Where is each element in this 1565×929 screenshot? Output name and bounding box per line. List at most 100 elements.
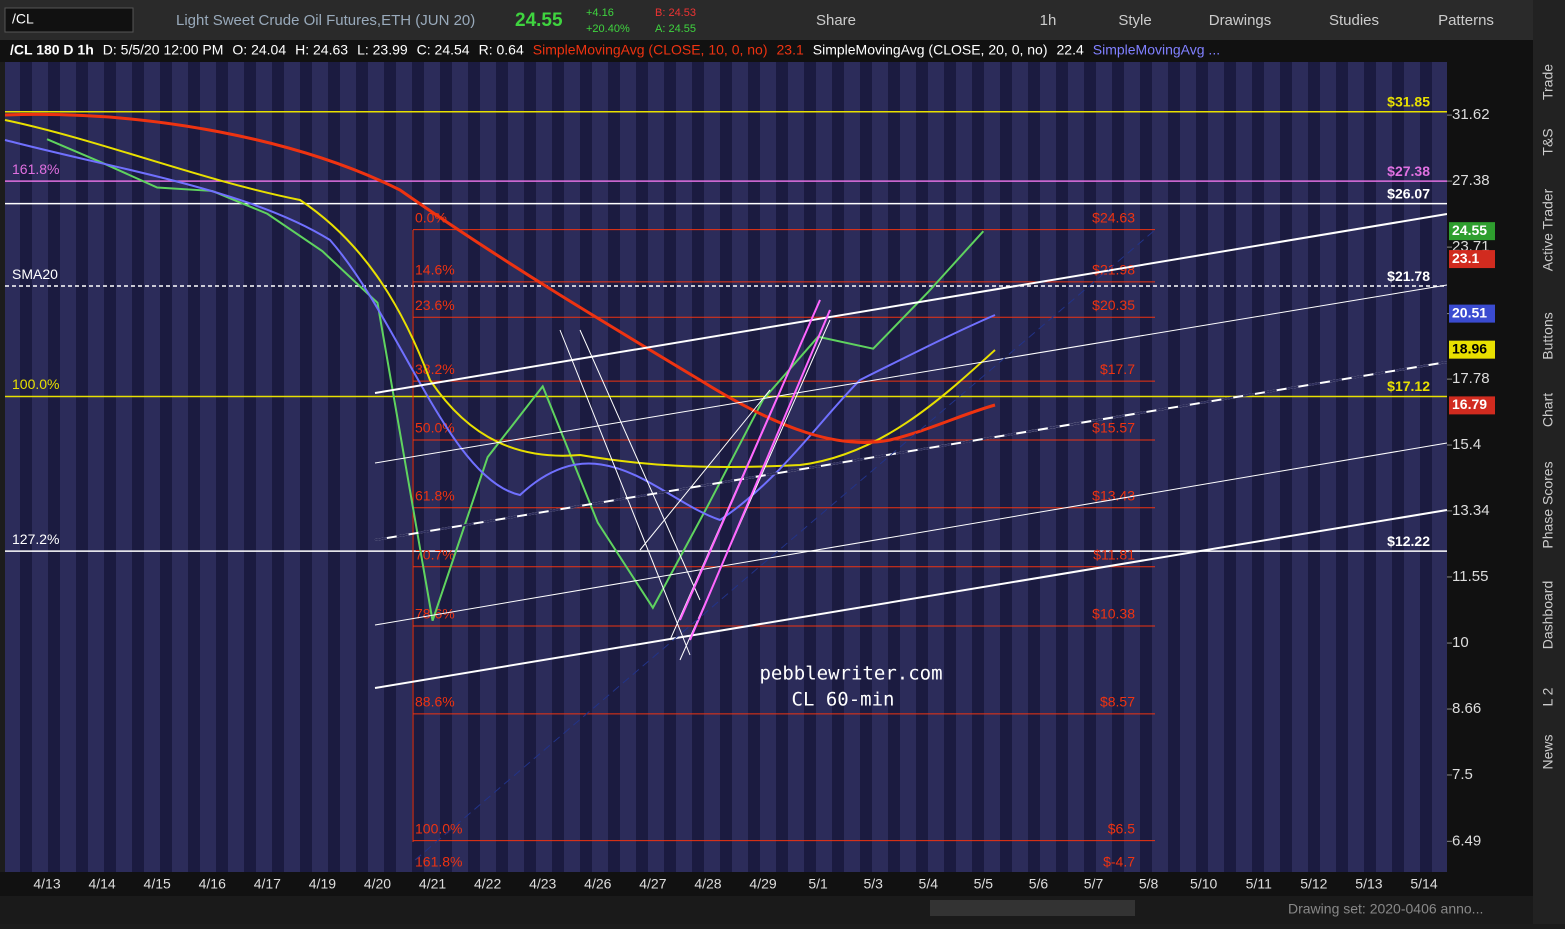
fib-price: $24.63 xyxy=(1092,209,1135,225)
shade xyxy=(1168,62,1180,872)
price-tag xyxy=(1449,396,1495,415)
price-tag xyxy=(1449,340,1495,359)
shade xyxy=(916,62,928,872)
fib-price: $20.35 xyxy=(1092,297,1135,313)
price-tag-label: 16.79 xyxy=(1452,396,1487,412)
x-tick-label: 5/6 xyxy=(1029,876,1049,892)
shade xyxy=(328,62,340,872)
shade xyxy=(944,62,956,872)
header-item: D: 5/5/20 12:00 PM xyxy=(103,42,224,58)
shade xyxy=(888,62,900,872)
toolbar-button[interactable]: Share xyxy=(816,12,856,29)
y-tick-label: 31.62 xyxy=(1452,106,1490,123)
fib-pct: 38.2% xyxy=(415,361,455,377)
sidebar-tab[interactable]: Trade xyxy=(1540,64,1556,100)
shade xyxy=(1196,62,1208,872)
level-label: $12.22 xyxy=(1387,533,1430,549)
change-pct: +20.40% xyxy=(586,23,630,35)
fib-price: $6.5 xyxy=(1108,820,1135,836)
header: /CL 180 D 1h D: 5/5/20 12:00 PM O: 24.04 H:… xyxy=(10,42,1220,58)
shade xyxy=(1420,62,1432,872)
x-tick-label: 5/11 xyxy=(1246,876,1272,892)
shade xyxy=(216,62,228,872)
header-study: SimpleMovingAvg (CLOSE, 20, 0, no) xyxy=(813,42,1048,58)
shade xyxy=(188,62,200,872)
shade xyxy=(244,62,256,872)
header-study: SimpleMovingAvg (CLOSE, 10, 0, no) xyxy=(533,42,768,58)
shade xyxy=(1280,62,1292,872)
toolbar-button[interactable]: 1h xyxy=(1040,12,1057,29)
level-label: $17.12 xyxy=(1387,378,1430,394)
shade xyxy=(832,62,844,872)
sidebar-tab[interactable]: Dashboard xyxy=(1540,581,1556,650)
sidebar-tab[interactable]: Active Trader xyxy=(1540,188,1556,271)
y-tick-label: 10 xyxy=(1452,634,1469,651)
shade xyxy=(1000,62,1012,872)
x-tick-label: 5/7 xyxy=(1084,876,1104,892)
shade xyxy=(636,62,648,872)
shade xyxy=(1308,62,1320,872)
shade xyxy=(496,62,508,872)
y-tick-label: 11.55 xyxy=(1452,568,1488,585)
shade xyxy=(300,62,312,872)
sidebar-tab[interactable]: Buttons xyxy=(1540,312,1556,359)
x-tick-label: 4/17 xyxy=(254,876,281,892)
price-tag-label: 23.1 xyxy=(1452,250,1479,266)
level-label: $31.85 xyxy=(1387,93,1430,109)
level-left-label: 161.8% xyxy=(12,161,59,177)
toolbar-button[interactable]: Patterns xyxy=(1438,12,1494,29)
shade xyxy=(1084,62,1096,872)
shade xyxy=(104,62,116,872)
toolbar xyxy=(0,0,1565,40)
y-tick-label: 15.4 xyxy=(1452,436,1481,453)
sidebar-tab[interactable]: Phase Scores xyxy=(1540,461,1556,548)
fib-pct: 70.7% xyxy=(415,546,455,562)
sidebar-tab[interactable]: L 2 xyxy=(1540,687,1556,706)
price-tag-label: 24.55 xyxy=(1452,222,1487,238)
toolbar-button[interactable]: Style xyxy=(1118,12,1151,29)
price-tag xyxy=(1449,304,1495,323)
fib-pct: 0.0% xyxy=(415,209,447,225)
symbol[interactable]: /CL xyxy=(12,11,34,27)
sidebar-tab[interactable]: Chart xyxy=(1540,393,1556,427)
x-tick-label: 4/29 xyxy=(749,876,776,892)
x-tick-label: 4/19 xyxy=(309,876,336,892)
fib-pct: 50.0% xyxy=(415,420,455,436)
fib-price: $8.57 xyxy=(1100,694,1135,710)
shade xyxy=(76,62,88,872)
shade xyxy=(1028,62,1040,872)
shade xyxy=(1112,62,1124,872)
sidebar-tab[interactable]: News xyxy=(1540,734,1556,769)
price-tag xyxy=(1449,250,1495,269)
shade xyxy=(1364,62,1376,872)
fib-pct: 14.6% xyxy=(415,262,455,278)
y-tick-label: 8.66 xyxy=(1452,700,1481,717)
footer xyxy=(0,896,1533,924)
shade xyxy=(1252,62,1264,872)
ask: A: 24.55 xyxy=(655,23,696,35)
shade xyxy=(552,62,564,872)
axes: 31.6227.3823.7120.5117.7815.413.3411.551… xyxy=(33,106,1495,892)
fib-pct: 61.8% xyxy=(415,487,455,503)
header-item: R: 0.64 xyxy=(479,42,524,58)
level-left-label: 127.2% xyxy=(12,531,59,547)
toolbar-button[interactable]: Drawings xyxy=(1209,12,1272,29)
x-tick-label: 5/3 xyxy=(863,876,883,892)
fib-pct: 100.0% xyxy=(415,820,462,836)
shade xyxy=(1392,62,1404,872)
x-tick-label: 5/1 xyxy=(808,876,828,892)
fib-price: $13.43 xyxy=(1092,487,1135,503)
symbol-box[interactable] xyxy=(4,7,134,33)
y-tick-label: 13.34 xyxy=(1452,502,1490,519)
level-label: $26.07 xyxy=(1387,185,1430,201)
fib-pct: 88.6% xyxy=(415,694,455,710)
sidebar-tab[interactable]: T&S xyxy=(1540,128,1556,155)
toolbar-button[interactable]: Studies xyxy=(1329,12,1379,29)
x-tick-label: 5/14 xyxy=(1410,876,1437,892)
header-study: SimpleMovingAvg ... xyxy=(1093,42,1220,58)
fib-price: $10.38 xyxy=(1092,606,1135,622)
scrollbar[interactable] xyxy=(930,900,1135,916)
x-tick-label: 5/4 xyxy=(919,876,939,892)
y-tick-label: 17.78 xyxy=(1452,370,1490,387)
